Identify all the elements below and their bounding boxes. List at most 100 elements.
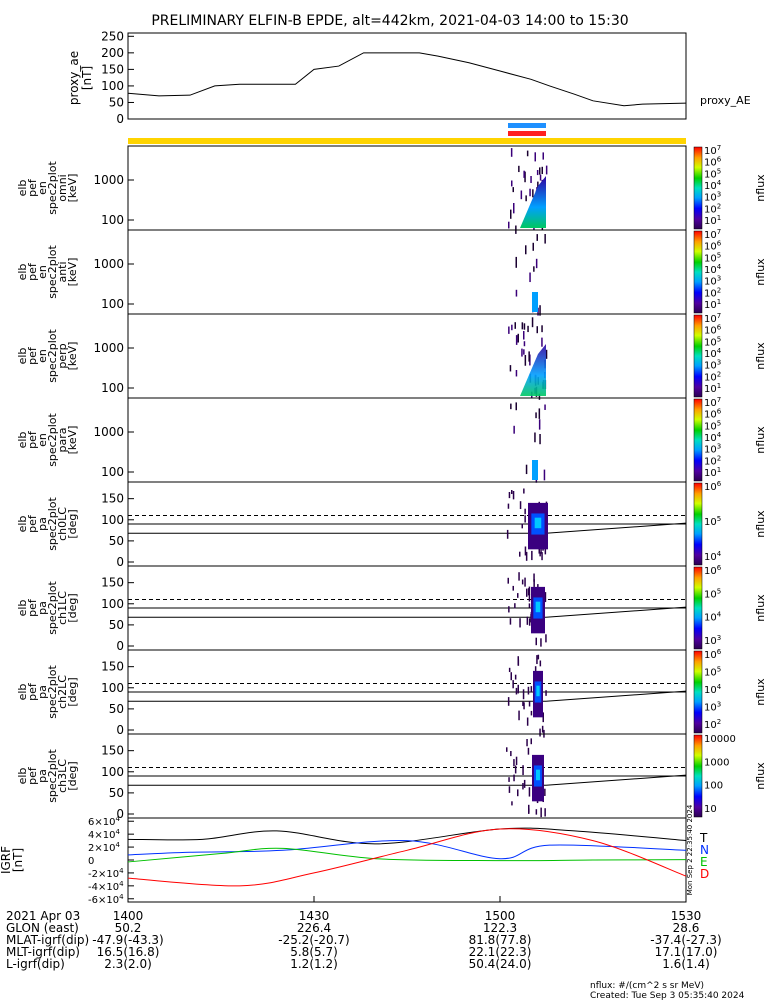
spec-anti-colorbar — [693, 230, 703, 314]
pa-ch1LC-pixel — [540, 638, 542, 647]
spec-para-pixel — [534, 432, 536, 443]
spec-para-ylabel: en — [36, 433, 49, 447]
pa-ch2LC-colorbar-tick: 103 — [704, 701, 721, 714]
spec-omni-blob — [520, 176, 546, 228]
spec-para-colorbar-tick: 107 — [704, 396, 721, 409]
spec-anti-ytick-label: 100 — [101, 297, 124, 311]
xaxis-row-value: -25.2(-20.7) — [278, 933, 349, 947]
spec-anti-colorbar-tick: 105 — [704, 251, 721, 264]
spec-perp-pixel — [528, 351, 530, 362]
xaxis-row-value: 122.3 — [483, 921, 517, 935]
pa-ch3LC-pixel — [528, 808, 530, 813]
spec-omni-pixel — [512, 187, 514, 193]
pa-ch1LC-pixel — [535, 637, 537, 646]
spec-omni-pixel — [511, 180, 513, 187]
side-timestamp: Mon Sep 2 22:35:40 2024 — [686, 804, 694, 895]
proxy-ae-ylabel: proxy_ae — [67, 51, 81, 105]
spec-anti-pixel — [544, 234, 546, 244]
spec-perp-pixel — [523, 349, 525, 355]
spec-omni-pixel — [536, 170, 539, 176]
pa-ch0LC-ylabel: pef — [26, 514, 39, 533]
spec-omni-colorbar-tick: 104 — [704, 179, 722, 192]
spec-para-ylabel: spec2plot — [46, 413, 59, 467]
spec-anti-blob — [532, 292, 538, 312]
pa-ch0LC-pixel — [519, 501, 522, 510]
spec-omni-pixel — [518, 165, 520, 173]
pa-ch2LC-pixel — [545, 690, 547, 696]
xaxis-row-value: -37.4(-27.3) — [650, 933, 721, 947]
pa-ch1LC-pixel — [507, 577, 509, 584]
spec-omni-ylabel: spec2plot — [46, 161, 59, 215]
igrf-series-D — [127, 828, 687, 887]
spec-perp-pixel — [508, 326, 510, 334]
pa-ch0LC-pixel — [544, 544, 547, 555]
spec-omni-pixel — [534, 152, 536, 162]
spec-perp-pixel — [523, 331, 525, 340]
xaxis-row-value: 17.1(17.0) — [655, 945, 718, 959]
spec-omni-ylabel: pef — [26, 178, 39, 197]
pa-ch2LC-pixel — [517, 684, 519, 694]
spec-anti-pixel — [525, 245, 527, 255]
xaxis-row-value: 5.8(5.7) — [290, 945, 338, 959]
spec-perp-ylabel: pef — [26, 346, 39, 365]
spec-anti-colorbar-tick: 106 — [704, 240, 722, 253]
spec-perp-colorbar-tick: 101 — [704, 382, 721, 395]
pa-ch2LC-ylabel: elb — [16, 684, 29, 701]
igrf-legend-E: E — [700, 855, 708, 869]
spec-para-colorbar-tick: 104 — [704, 431, 722, 444]
spec-anti-colorbar-tick: 107 — [704, 228, 721, 241]
pa-ch0LC-colorbar-tick: 105 — [704, 515, 721, 528]
pa-ch1LC-pixel — [518, 572, 520, 581]
pa-ch1LC-pixel — [524, 577, 526, 587]
pa-ch1LC-colorbar-label: nflux — [754, 594, 767, 622]
spec-omni-pixel — [513, 203, 515, 214]
xaxis-row-label: L-igrf(dip) — [6, 957, 65, 971]
pa-ch1LC-ytick-label: 50 — [109, 618, 124, 632]
spec-omni-pixel — [542, 152, 544, 160]
pa-ch2LC-pixel — [518, 710, 520, 721]
pa-ch0LC-ytick-label: 100 — [101, 513, 124, 527]
pa-ch0LC-losscone-slope — [545, 522, 687, 534]
spec-para-ylabel: [keV] — [66, 426, 79, 455]
spec-omni-colorbar-tick: 106 — [704, 156, 722, 169]
pa-ch3LC-colorbar-label: nflux — [754, 762, 767, 790]
spec-perp-pixel — [545, 349, 548, 359]
pa-ch1LC-colorbar-tick: 103 — [704, 634, 721, 647]
pa-ch1LC-pixel — [526, 588, 528, 597]
spec-para-colorbar — [693, 398, 703, 482]
xaxis-row-label: MLT-igrf(dip) — [6, 945, 80, 959]
pa-ch0LC-pixel — [506, 529, 509, 539]
xaxis-row-value: 1.6(1.4) — [662, 957, 710, 971]
pa-ch2LC-pixel — [512, 680, 514, 689]
proxy-ae-ylabel: [nT] — [80, 66, 94, 90]
spec-anti-ylabel: [keV] — [66, 258, 79, 287]
spec-para-pixel — [525, 464, 528, 475]
spec-para-colorbar-tick: 101 — [704, 466, 721, 479]
igrf-ylabel: IGRF — [0, 846, 13, 874]
pa-ch3LC-ytick-label: 50 — [109, 786, 124, 800]
pa-ch2LC-pixel — [515, 687, 518, 695]
xaxis-row-value: 50.2 — [115, 921, 142, 935]
pa-ch3LC-ylabel: ch3LC — [56, 759, 69, 793]
pa-ch2LC-ylabel: spec2plot — [46, 665, 59, 719]
pa-ch1LC-ylabel: pa — [36, 601, 49, 615]
pa-ch0LC-ylabel: pa — [36, 517, 49, 531]
igrf-ytick-label: -6×104 — [88, 893, 124, 906]
xaxis-row-label: MLAT-igrf(dip) — [6, 933, 89, 947]
pa-ch2LC-pixel — [522, 689, 525, 700]
spec-perp-pixel — [521, 322, 524, 330]
pa-ch3LC-pixel — [528, 787, 531, 797]
spec-anti-ylabel: en — [36, 265, 49, 279]
pa-ch1LC-pixel — [533, 573, 535, 582]
spec-anti-colorbar-tick: 104 — [704, 263, 722, 276]
pa-ch1LC-ytick-label: 0 — [116, 639, 124, 653]
spec-para-pixel — [513, 425, 515, 434]
spec-anti-pixel — [537, 307, 539, 316]
pa-ch3LC-pixel — [526, 739, 528, 747]
spec-para-ylabel: elb — [16, 432, 29, 449]
spec-anti-colorbar-tick: 101 — [704, 298, 721, 311]
spec-anti-pixel — [533, 266, 535, 272]
igrf-ytick-label: 6×104 — [88, 815, 120, 828]
spec-omni-ylabel: [keV] — [66, 174, 79, 203]
